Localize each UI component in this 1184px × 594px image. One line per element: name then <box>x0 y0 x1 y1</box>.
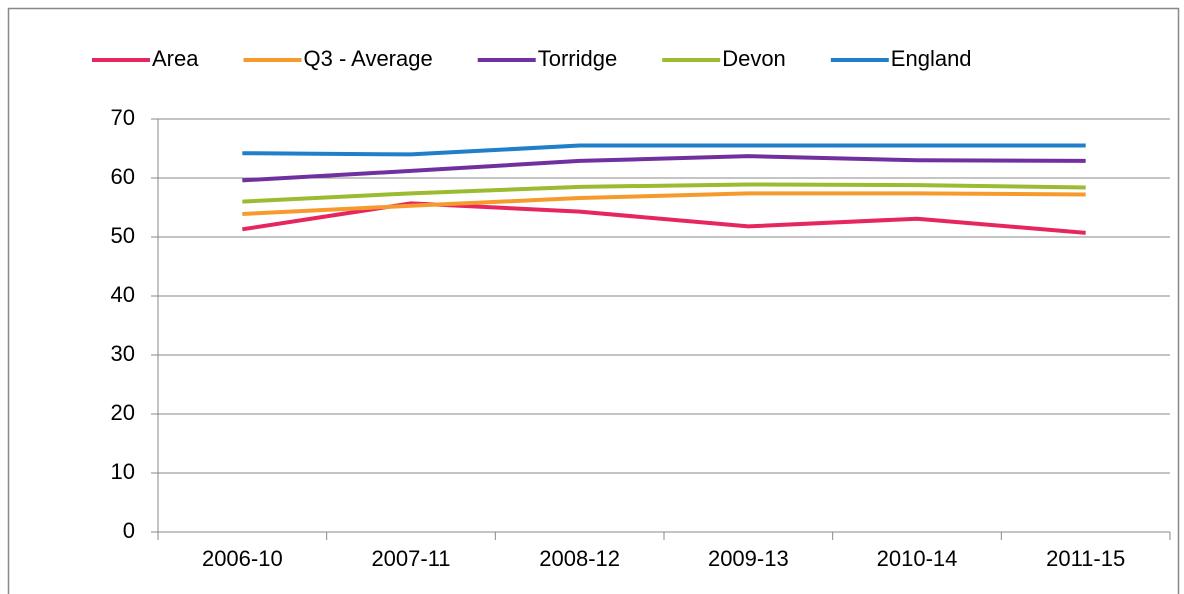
y-tick-label: 50 <box>111 223 135 248</box>
series-line <box>242 143 1086 157</box>
legend-label: Area <box>152 46 199 71</box>
x-tick-label: 2008-12 <box>539 546 620 571</box>
y-tick-label: 40 <box>111 282 135 307</box>
y-tick-label: 70 <box>111 105 135 130</box>
x-tick-label: 2009-13 <box>708 546 789 571</box>
x-tick-label: 2010-14 <box>877 546 958 571</box>
x-tick-label: 2007-11 <box>371 546 450 571</box>
series-line <box>242 191 1086 216</box>
series-line <box>242 182 1086 204</box>
y-tick-label: 20 <box>111 400 135 425</box>
legend-label: Torridge <box>538 46 617 71</box>
y-tick-label: 60 <box>111 164 135 189</box>
y-tick-label: 0 <box>123 518 135 543</box>
series-line <box>242 154 1086 183</box>
legend-label: Q3 - Average <box>303 46 432 71</box>
x-tick-label: 2011-15 <box>1046 546 1125 571</box>
y-tick-label: 10 <box>111 459 135 484</box>
legend-label: England <box>891 46 972 71</box>
y-tick-label: 30 <box>111 341 135 366</box>
x-tick-label: 2006-10 <box>202 546 283 571</box>
chart-frame <box>7 7 1180 594</box>
legend-label: Devon <box>722 46 786 71</box>
